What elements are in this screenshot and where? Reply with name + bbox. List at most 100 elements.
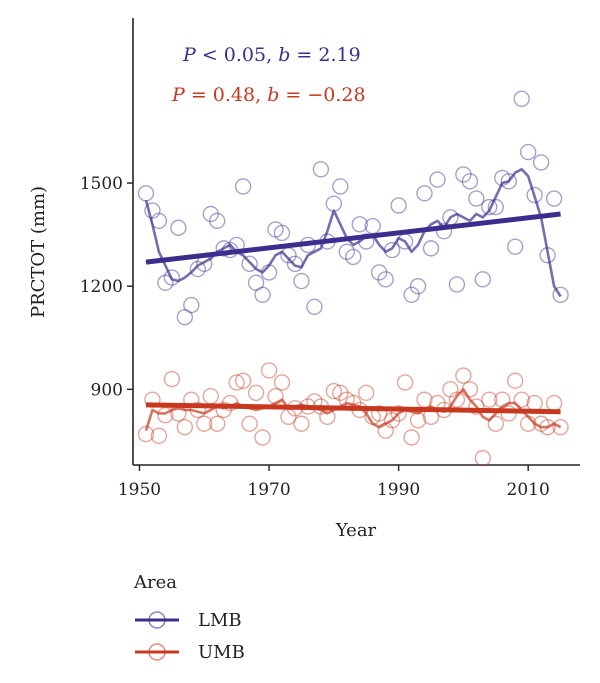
point-umb-1960 bbox=[196, 415, 213, 432]
point-lmb-1995 bbox=[422, 240, 440, 257]
point-lmb-1996 bbox=[429, 171, 446, 188]
y-tick-label-900: 900 bbox=[91, 380, 123, 400]
point-lmb-2004 bbox=[481, 198, 498, 216]
point-umb-1957 bbox=[176, 418, 194, 436]
x-tick-label-1990: 1990 bbox=[377, 480, 420, 500]
point-lmb-1956 bbox=[170, 219, 187, 236]
point-lmb-2015 bbox=[552, 286, 569, 303]
point-lmb-1983 bbox=[345, 248, 362, 266]
point-lmb-1997 bbox=[435, 222, 453, 240]
point-lmb-2011 bbox=[526, 186, 543, 204]
point-umb-2011 bbox=[526, 394, 543, 412]
point-lmb-2014 bbox=[545, 190, 563, 207]
point-umb-1975 bbox=[293, 415, 310, 432]
point-umb-2000 bbox=[455, 367, 472, 384]
point-lmb-1980 bbox=[325, 195, 343, 212]
point-umb-2003 bbox=[474, 449, 492, 467]
point-umb-1967 bbox=[241, 415, 258, 432]
point-lmb-1952 bbox=[144, 202, 161, 219]
point-lmb-1975 bbox=[293, 272, 310, 290]
point-umb-1963 bbox=[215, 401, 232, 419]
x-tick-label-1950: 1950 bbox=[118, 480, 161, 500]
point-lmb-1999 bbox=[448, 276, 466, 293]
point-lmb-1962 bbox=[209, 212, 226, 230]
point-lmb-2012 bbox=[532, 154, 550, 171]
legend-marker-umb bbox=[148, 643, 166, 661]
series-lmb bbox=[137, 90, 569, 326]
point-lmb-1971 bbox=[267, 221, 284, 238]
point-lmb-1993 bbox=[409, 278, 427, 295]
point-lmb-1959 bbox=[189, 260, 206, 278]
point-umb-2014 bbox=[545, 394, 563, 412]
legend-title: Area bbox=[133, 572, 177, 593]
point-lmb-1988 bbox=[377, 271, 394, 288]
point-umb-1989 bbox=[383, 412, 401, 429]
point-umb-2002 bbox=[468, 398, 485, 415]
point-umb-1985 bbox=[358, 384, 375, 401]
x-ticks: 1950 1970 1990 2010 bbox=[118, 465, 550, 500]
point-lmb-1958 bbox=[183, 296, 200, 314]
point-lmb-1981 bbox=[332, 178, 349, 195]
point-lmb-2002 bbox=[468, 190, 485, 207]
y-ticks: 900 1200 1500 bbox=[80, 174, 133, 400]
point-umb-1969 bbox=[254, 429, 271, 446]
point-umb-1966 bbox=[234, 372, 252, 389]
point-lmb-1972 bbox=[273, 224, 291, 242]
point-umb-1968 bbox=[247, 384, 265, 401]
series-umb bbox=[137, 362, 569, 467]
point-umb-1999 bbox=[448, 391, 466, 408]
point-lmb-2008 bbox=[507, 238, 524, 255]
point-lmb-1968 bbox=[247, 274, 265, 291]
point-lmb-1990 bbox=[390, 197, 407, 214]
point-umb-1998 bbox=[442, 381, 459, 398]
legend: Area LMB UMB bbox=[133, 572, 245, 663]
point-umb-1965 bbox=[228, 374, 245, 391]
point-lmb-1967 bbox=[241, 255, 258, 273]
point-lmb-2007 bbox=[500, 173, 517, 190]
point-lmb-2000 bbox=[455, 166, 472, 183]
y-axis-title: PRCTOT (mm) bbox=[28, 186, 49, 318]
legend-label-lmb: LMB bbox=[198, 610, 242, 631]
point-lmb-2009 bbox=[513, 90, 530, 108]
y-tick-label-1500: 1500 bbox=[80, 174, 123, 194]
line-lmb bbox=[144, 168, 562, 298]
legend-label-umb: UMB bbox=[198, 642, 245, 663]
point-umb-1992 bbox=[403, 429, 420, 446]
point-umb-1953 bbox=[150, 427, 168, 444]
point-lmb-1994 bbox=[416, 185, 433, 202]
point-lmb-1969 bbox=[254, 286, 271, 303]
point-lmb-1961 bbox=[202, 205, 219, 223]
point-lmb-1984 bbox=[351, 216, 368, 233]
point-lmb-1982 bbox=[338, 243, 355, 261]
point-umb-1962 bbox=[209, 415, 226, 432]
point-lmb-1977 bbox=[306, 298, 323, 316]
point-umb-1991 bbox=[396, 374, 414, 391]
legend-items: LMB UMB bbox=[135, 610, 245, 663]
point-lmb-2003 bbox=[474, 271, 492, 288]
x-axis-title: Year bbox=[335, 520, 377, 541]
point-umb-2005 bbox=[487, 415, 504, 432]
plot-frame bbox=[132, 18, 580, 466]
annotation-umb: P = 0.48, b = −0.28 bbox=[171, 84, 366, 106]
point-lmb-1987 bbox=[370, 264, 388, 281]
point-umb-2004 bbox=[481, 391, 498, 408]
annotation-lmb: P < 0.05, b = 2.19 bbox=[182, 44, 361, 66]
point-lmb-1954 bbox=[157, 274, 174, 291]
point-umb-2008 bbox=[507, 372, 524, 389]
annotation-group: P < 0.05, b = 2.19 P = 0.48, b = −0.28 bbox=[171, 44, 366, 106]
point-umb-1970 bbox=[260, 362, 278, 379]
trend-umb bbox=[145, 402, 561, 415]
point-umb-1955 bbox=[163, 370, 181, 388]
trend-lmb bbox=[145, 211, 561, 265]
point-lmb-1966 bbox=[234, 178, 252, 195]
legend-item-lmb: LMB bbox=[135, 610, 242, 631]
point-lmb-1951 bbox=[137, 185, 155, 202]
point-umb-2009 bbox=[513, 391, 530, 408]
point-lmb-1978 bbox=[312, 161, 330, 178]
x-tick-label-2010: 2010 bbox=[507, 480, 550, 500]
point-umb-1961 bbox=[202, 388, 219, 405]
point-umb-1980 bbox=[325, 382, 343, 400]
y-tick-label-1200: 1200 bbox=[80, 277, 123, 297]
point-umb-1972 bbox=[273, 374, 291, 391]
